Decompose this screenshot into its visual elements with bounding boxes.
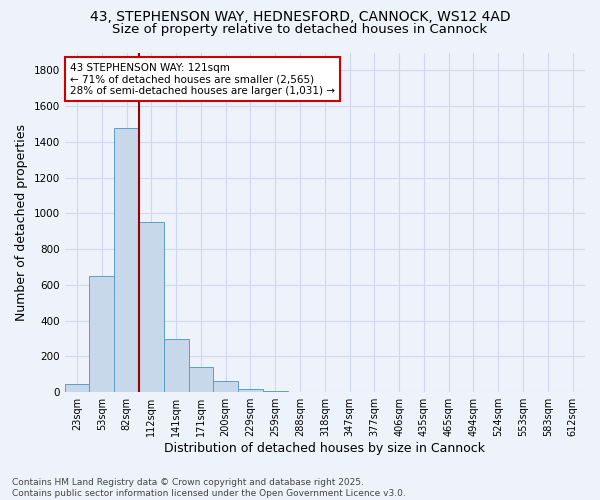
X-axis label: Distribution of detached houses by size in Cannock: Distribution of detached houses by size …: [164, 442, 485, 455]
Text: Contains HM Land Registry data © Crown copyright and database right 2025.
Contai: Contains HM Land Registry data © Crown c…: [12, 478, 406, 498]
Bar: [238, 388, 263, 392]
Text: 43, STEPHENSON WAY, HEDNESFORD, CANNOCK, WS12 4AD: 43, STEPHENSON WAY, HEDNESFORD, CANNOCK,…: [89, 10, 511, 24]
Bar: [164, 340, 188, 392]
Bar: [89, 276, 114, 392]
Text: 43 STEPHENSON WAY: 121sqm
← 71% of detached houses are smaller (2,565)
28% of se: 43 STEPHENSON WAY: 121sqm ← 71% of detac…: [70, 62, 335, 96]
Bar: [139, 222, 164, 392]
Bar: [114, 128, 139, 392]
Text: Size of property relative to detached houses in Cannock: Size of property relative to detached ho…: [112, 22, 488, 36]
Bar: [65, 384, 89, 392]
Bar: [188, 367, 214, 392]
Bar: [214, 380, 238, 392]
Y-axis label: Number of detached properties: Number of detached properties: [15, 124, 28, 321]
